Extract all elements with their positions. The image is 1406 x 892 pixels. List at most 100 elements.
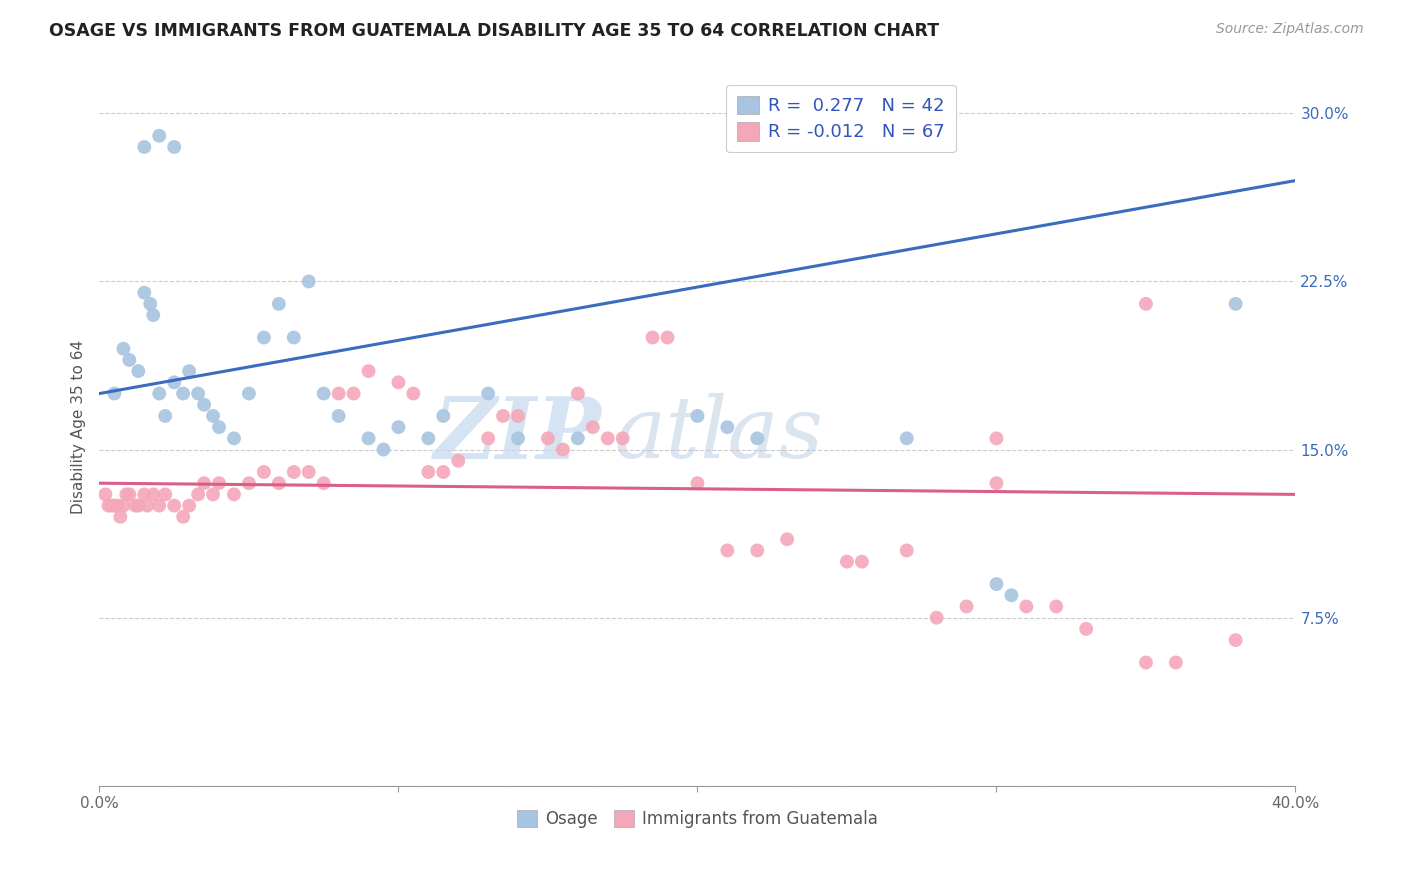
- Point: [537, 431, 560, 445]
- Point: [312, 386, 335, 401]
- Point: [202, 409, 225, 423]
- Point: [163, 140, 186, 154]
- Point: [134, 140, 156, 154]
- Point: [105, 499, 128, 513]
- Point: [253, 465, 276, 479]
- Point: [747, 543, 769, 558]
- Point: [925, 610, 948, 624]
- Point: [1225, 633, 1247, 648]
- Point: [567, 386, 589, 401]
- Point: [1045, 599, 1067, 614]
- Point: [134, 285, 156, 300]
- Point: [187, 386, 209, 401]
- Point: [776, 533, 799, 547]
- Point: [238, 386, 260, 401]
- Point: [139, 297, 162, 311]
- Point: [127, 364, 149, 378]
- Point: [955, 599, 977, 614]
- Point: [686, 409, 709, 423]
- Point: [342, 386, 364, 401]
- Point: [328, 386, 350, 401]
- Point: [1076, 622, 1098, 636]
- Point: [986, 431, 1008, 445]
- Point: [835, 555, 858, 569]
- Point: [172, 386, 194, 401]
- Point: [851, 555, 873, 569]
- Point: [298, 465, 321, 479]
- Text: atlas: atlas: [614, 393, 823, 475]
- Point: [179, 364, 201, 378]
- Point: [118, 352, 141, 367]
- Point: [283, 330, 305, 344]
- Point: [567, 431, 589, 445]
- Point: [222, 431, 245, 445]
- Point: [986, 476, 1008, 491]
- Point: [477, 386, 499, 401]
- Point: [208, 476, 231, 491]
- Point: [103, 499, 125, 513]
- Point: [506, 431, 529, 445]
- Point: [418, 431, 440, 445]
- Point: [97, 499, 120, 513]
- Point: [115, 487, 138, 501]
- Point: [1135, 656, 1157, 670]
- Point: [328, 409, 350, 423]
- Point: [283, 465, 305, 479]
- Point: [127, 499, 149, 513]
- Legend: Osage, Immigrants from Guatemala: Osage, Immigrants from Guatemala: [510, 804, 884, 835]
- Point: [148, 128, 170, 143]
- Point: [148, 386, 170, 401]
- Point: [657, 330, 679, 344]
- Point: [187, 487, 209, 501]
- Point: [142, 487, 165, 501]
- Point: [163, 376, 186, 390]
- Point: [477, 431, 499, 445]
- Point: [193, 476, 215, 491]
- Point: [193, 398, 215, 412]
- Point: [110, 509, 132, 524]
- Point: [716, 420, 738, 434]
- Text: OSAGE VS IMMIGRANTS FROM GUATEMALA DISABILITY AGE 35 TO 64 CORRELATION CHART: OSAGE VS IMMIGRANTS FROM GUATEMALA DISAB…: [49, 22, 939, 40]
- Point: [986, 577, 1008, 591]
- Point: [641, 330, 664, 344]
- Point: [142, 308, 165, 322]
- Point: [94, 487, 117, 501]
- Point: [112, 342, 135, 356]
- Point: [418, 465, 440, 479]
- Text: Source: ZipAtlas.com: Source: ZipAtlas.com: [1216, 22, 1364, 37]
- Point: [148, 499, 170, 513]
- Point: [298, 275, 321, 289]
- Point: [1135, 297, 1157, 311]
- Point: [447, 454, 470, 468]
- Point: [747, 431, 769, 445]
- Point: [357, 431, 380, 445]
- Point: [387, 376, 409, 390]
- Point: [1225, 297, 1247, 311]
- Point: [202, 487, 225, 501]
- Point: [222, 487, 245, 501]
- Point: [686, 476, 709, 491]
- Point: [124, 499, 146, 513]
- Point: [402, 386, 425, 401]
- Point: [492, 409, 515, 423]
- Point: [267, 297, 290, 311]
- Point: [136, 499, 159, 513]
- Point: [112, 499, 135, 513]
- Point: [551, 442, 574, 457]
- Point: [134, 487, 156, 501]
- Point: [432, 409, 454, 423]
- Y-axis label: Disability Age 35 to 64: Disability Age 35 to 64: [72, 340, 86, 514]
- Point: [155, 487, 177, 501]
- Point: [267, 476, 290, 491]
- Point: [357, 364, 380, 378]
- Point: [100, 499, 122, 513]
- Point: [432, 465, 454, 479]
- Point: [208, 420, 231, 434]
- Point: [716, 543, 738, 558]
- Point: [312, 476, 335, 491]
- Point: [253, 330, 276, 344]
- Point: [179, 499, 201, 513]
- Point: [373, 442, 395, 457]
- Point: [896, 431, 918, 445]
- Text: ZIP: ZIP: [434, 392, 602, 476]
